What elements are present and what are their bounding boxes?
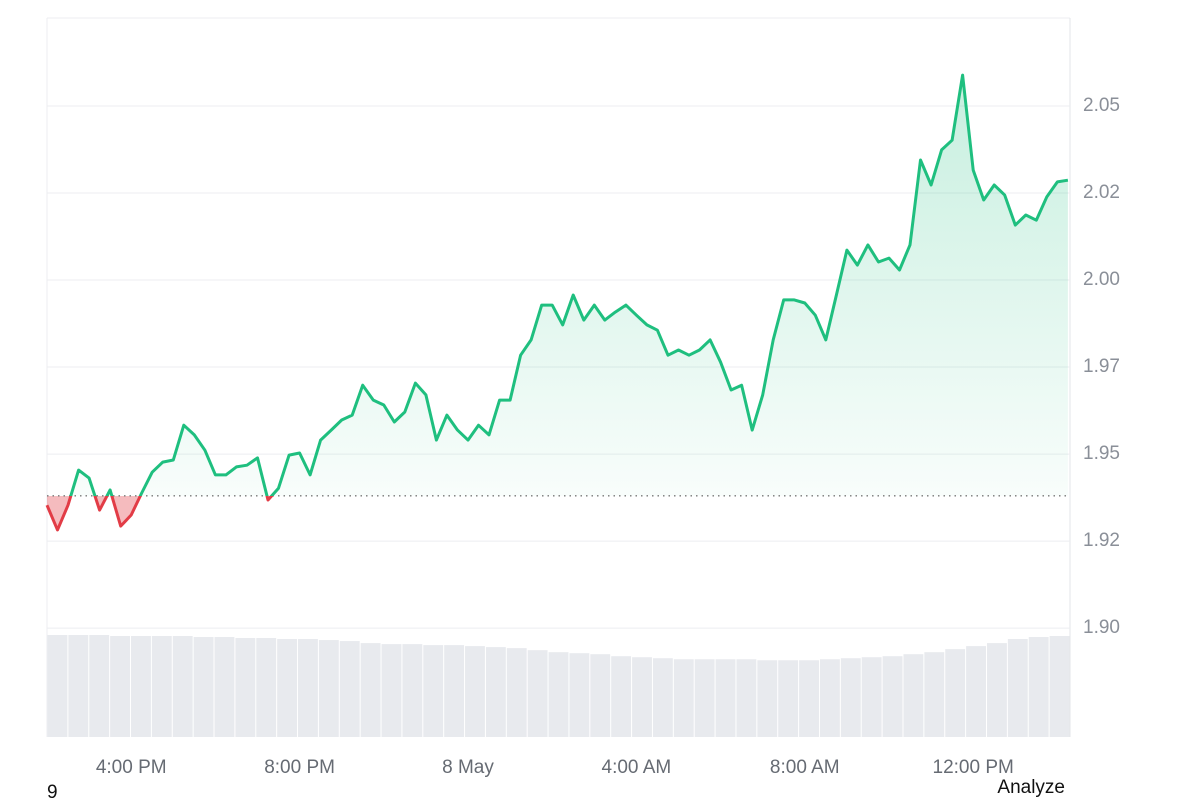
volume-bar [1049,636,1070,737]
volume-bar [214,637,235,737]
volume-bar [360,643,381,737]
volume-bar [110,636,131,737]
volume-bar [1007,639,1028,737]
x-tick-label: 8:00 PM [264,757,335,778]
volume-bar [298,639,318,737]
volume-bar [778,660,799,737]
volume-bar [861,657,882,737]
volume-bar [318,640,339,737]
volume-bar [277,639,298,737]
volume-bar [151,636,172,737]
y-tick-label: 1.97 [1083,356,1120,377]
volume-bar [131,636,151,737]
volume-bar [172,636,193,737]
volume-bar [569,653,590,737]
y-tick-label: 1.92 [1083,530,1120,551]
area [47,75,1068,530]
x-tick-label: 12:00 PM [933,757,1014,778]
volume-bar [506,648,527,737]
volume-bar [402,644,423,737]
x-tick-label: 8:00 AM [770,757,840,778]
y-tick-label: 2.05 [1083,95,1120,116]
volume-bar [673,659,694,737]
volume-bar [339,641,360,737]
volume-bar [840,658,861,737]
volume-bar [986,643,1007,737]
volume-bar [548,652,569,737]
cut-text: 9 [47,782,58,800]
volume-bar [652,658,673,737]
volume-bar [590,654,611,737]
volume-bar [89,635,110,737]
volume-bar [903,654,924,737]
volume-bar [256,638,277,737]
volume-bar [757,660,778,737]
volume-bar [924,652,945,737]
x-tick-label: 8 May [442,757,494,778]
price-line [45,73,1069,532]
x-tick-label: 4:00 PM [96,757,167,778]
analyze-button[interactable]: Analyze [997,777,1065,798]
volume-bar [444,645,465,737]
y-tick-label: 1.90 [1083,617,1120,638]
volume-bar [47,635,68,737]
y-tick-label: 2.00 [1083,269,1120,290]
x-tick-label: 4:00 AM [602,757,672,778]
y-tick-label: 1.95 [1083,443,1120,464]
volume-bar [527,650,548,737]
volume-bar [1028,637,1049,737]
volume-bar [465,646,485,737]
volume-bar [819,659,840,737]
volume-bar [799,660,819,737]
volume-bar [715,659,736,737]
volume-bar [632,657,652,737]
volume-bar [736,659,757,737]
volume-bar [485,647,506,737]
volume-bar [193,637,214,737]
volume-bar [423,645,444,737]
volume-bar [381,644,402,737]
volume-bar [68,635,89,737]
volume-bar [945,649,966,737]
volume-bar [966,646,986,737]
volume-bar [611,656,632,737]
volume-bar [882,656,903,737]
y-tick-label: 2.02 [1083,182,1120,203]
volume-bar [694,659,715,737]
volume-bar [235,638,256,737]
